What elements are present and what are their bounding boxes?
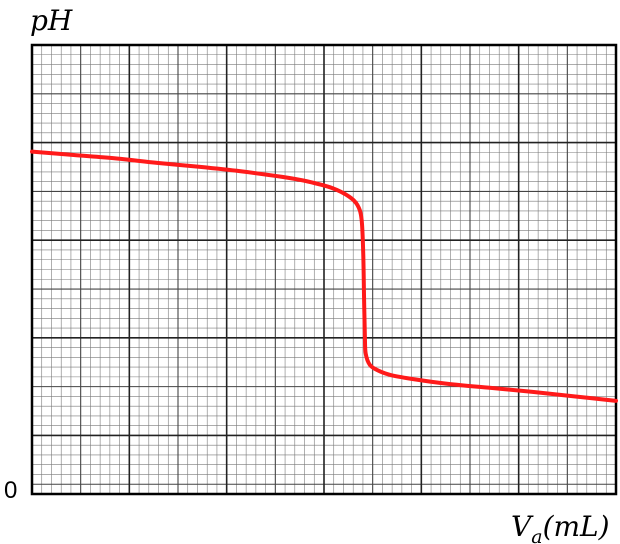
origin-label: 0 (4, 477, 17, 504)
x-axis-label: Va(mL) (511, 510, 610, 544)
x-axis-label-unit: (mL) (543, 510, 610, 543)
x-axis-label-main: V (511, 510, 534, 543)
x-axis-label-subscript: a (531, 526, 542, 544)
ph-curve (30, 149, 618, 403)
plot-border (30, 43, 618, 496)
y-axis-label: pH (30, 4, 73, 37)
